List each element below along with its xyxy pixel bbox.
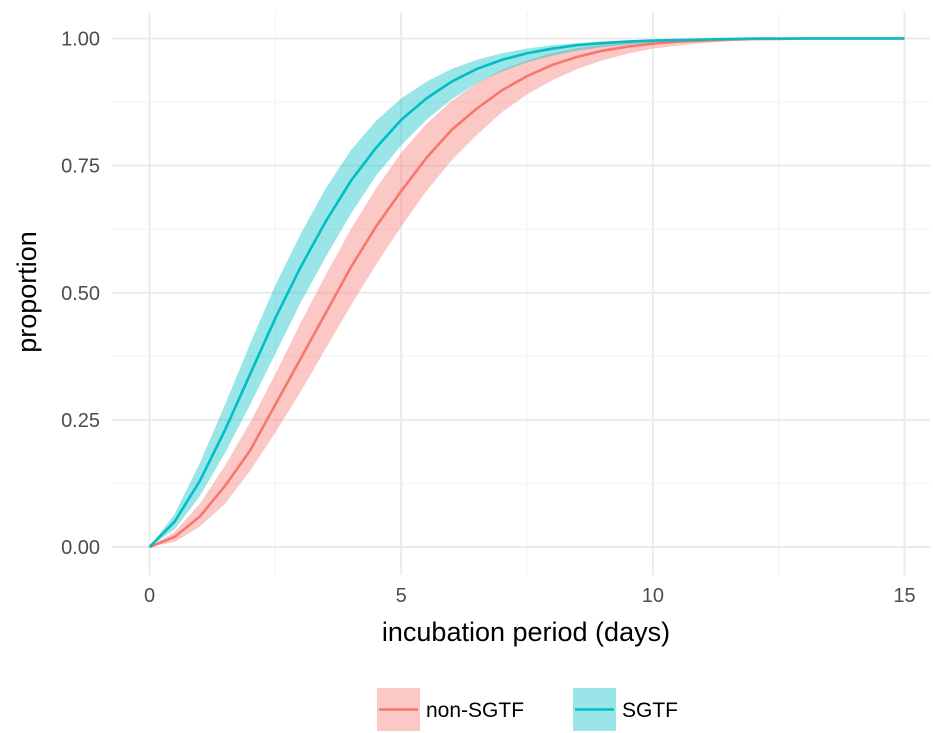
tick-labels: 0 5 10 15 0.00 0.25 0.50 0.75 1.00 [61,29,916,608]
band-sgtf [149,38,905,547]
y-tick-label: 0.00 [61,537,100,559]
line-sgtf [148,37,905,548]
x-tick-label: 5 [396,585,407,607]
confidence-bands [149,38,905,547]
grid [112,12,930,575]
y-tick-label: 1.00 [61,29,100,51]
y-tick-label: 0.75 [61,156,100,178]
legend-item-non-sgtf: non-SGTF [377,688,524,731]
band-non-sgtf [149,38,905,547]
x-tick-label: 10 [642,585,664,607]
legend-label-sgtf: SGTF [622,699,678,722]
y-tick-label: 0.25 [61,410,100,432]
x-tick-label: 15 [893,585,915,607]
legend-item-sgtf: SGTF [573,688,678,731]
x-axis-title: incubation period (days) [382,617,670,647]
y-axis-title: proportion [12,231,42,353]
legend: non-SGTF SGTF [377,688,678,731]
series-lines [148,37,905,549]
legend-label-non-sgtf: non-SGTF [426,699,524,722]
x-tick-label: 0 [144,585,155,607]
y-tick-label: 0.50 [61,283,100,305]
